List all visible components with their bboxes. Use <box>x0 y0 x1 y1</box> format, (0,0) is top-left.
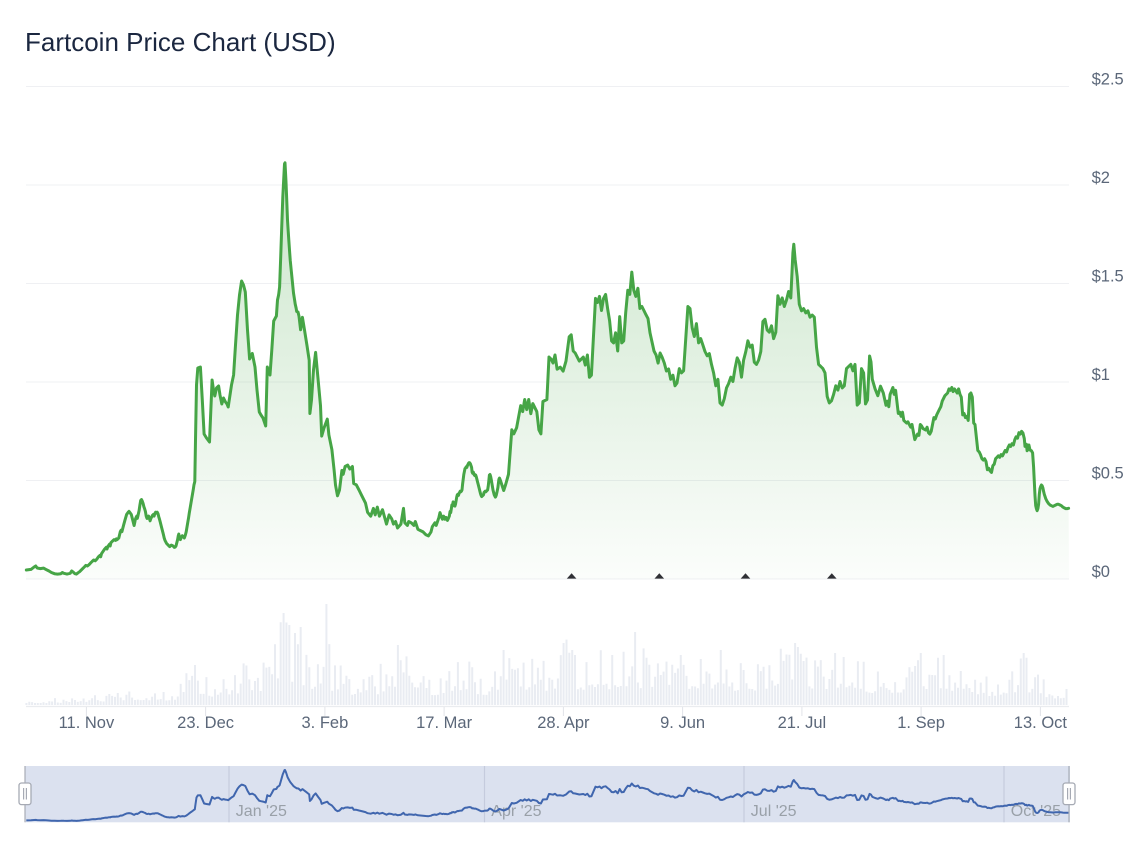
svg-text:$2.5: $2.5 <box>1092 70 1124 88</box>
svg-text:3. Feb: 3. Feb <box>302 714 349 732</box>
svg-text:$1.5: $1.5 <box>1092 267 1124 285</box>
svg-text:Fartcoin Price Chart (USD): Fartcoin Price Chart (USD) <box>25 27 336 57</box>
svg-text:$1: $1 <box>1092 366 1110 384</box>
svg-text:23. Dec: 23. Dec <box>177 714 234 732</box>
svg-text:11. Nov: 11. Nov <box>59 714 115 732</box>
svg-text:Jan '25: Jan '25 <box>236 803 287 820</box>
svg-text:$2: $2 <box>1092 169 1110 187</box>
svg-text:28. Apr: 28. Apr <box>537 714 590 732</box>
svg-text:21. Jul: 21. Jul <box>778 714 827 732</box>
svg-text:1. Sep: 1. Sep <box>897 714 945 732</box>
svg-text:13. Oct: 13. Oct <box>1014 714 1068 732</box>
svg-text:$0.5: $0.5 <box>1092 464 1124 482</box>
svg-text:17. Mar: 17. Mar <box>416 714 472 732</box>
svg-text:$0: $0 <box>1092 563 1110 581</box>
svg-text:Jul '25: Jul '25 <box>751 803 797 820</box>
svg-text:Apr '25: Apr '25 <box>491 803 541 820</box>
svg-text:9. Jun: 9. Jun <box>660 714 705 732</box>
